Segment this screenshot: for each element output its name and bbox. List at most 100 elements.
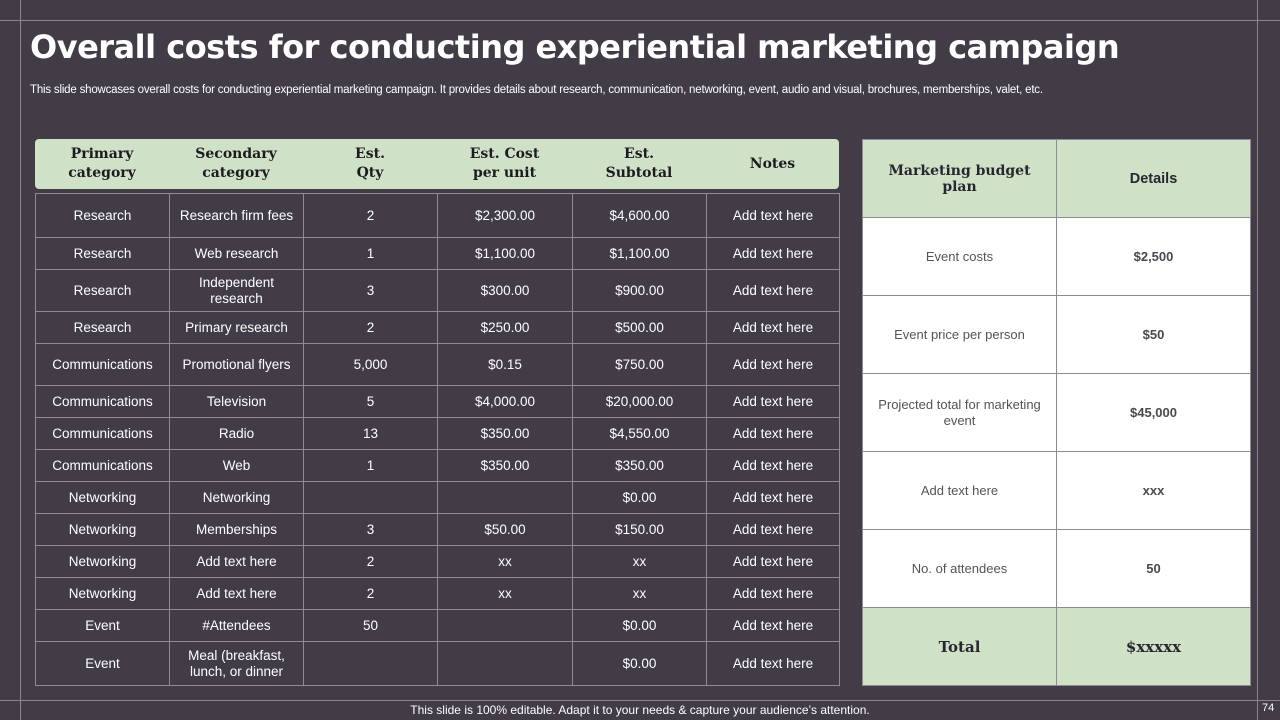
notes-cell: Add text here (706, 269, 840, 312)
header-est-qty: Est. Qty (355, 146, 385, 181)
est-subtotal-cell: $350.00 (572, 449, 707, 482)
est-cost-per-unit-cell: $2,300.00 (437, 193, 573, 238)
cost-table-header: Primary category Secondary category Est.… (35, 139, 839, 189)
notes-cell: Add text here (706, 545, 840, 578)
slide-subtitle: This slide showcases overall costs for c… (30, 84, 1043, 96)
est-subtotal-cell: $0.00 (572, 609, 707, 642)
secondary-category-cell: Promotional flyers (169, 343, 304, 386)
notes-cell: Add text here (706, 311, 840, 344)
table-row: Research Web research 1 $1,100.00 $1,100.00 A… (35, 237, 840, 270)
header-est-cost-per-unit: Est. Cost per unit (469, 146, 540, 181)
table-row: Communications Web 1 $350.00 $350.00 Add text… (35, 449, 840, 482)
est-cost-per-unit-cell: $4,000.00 (437, 385, 573, 418)
slide-footer: This slide is 100% editable. Adapt it to… (410, 703, 870, 717)
frame-line-bottom (0, 700, 1280, 701)
notes-cell: Add text here (706, 193, 840, 238)
table-row: No. of attendees 50 (862, 529, 1251, 608)
notes-cell: Add text here (706, 513, 840, 546)
primary-category-cell: Communications (35, 449, 170, 482)
table-row: Communications Radio 13 $350.00 $4,550.00 Add… (35, 417, 840, 450)
table-row: Research Primary research 2 $250.00 $500.00 A… (35, 311, 840, 344)
secondary-category-cell: Add text here (169, 545, 304, 578)
secondary-category-cell: Research firm fees (169, 193, 304, 238)
secondary-category-cell: Primary research (169, 311, 304, 344)
secondary-category-cell: Independent research (169, 269, 304, 312)
est-cost-per-unit-cell (437, 481, 573, 514)
est-subtotal-cell: $1,100.00 (572, 237, 707, 270)
primary-category-cell: Research (35, 193, 170, 238)
est-cost-per-unit-cell (437, 609, 573, 642)
secondary-category-cell: Web (169, 449, 304, 482)
table-row: Communications Promotional flyers 5,000 $0.… (35, 343, 840, 386)
secondary-category-cell: #Attendees (169, 609, 304, 642)
budget-label: Event costs (862, 217, 1057, 296)
budget-value: xxx (1056, 451, 1251, 530)
page-number: 74 (1262, 702, 1275, 714)
header-notes: Notes (749, 155, 796, 172)
secondary-category-cell: Web research (169, 237, 304, 270)
budget-value: $45,000 (1056, 373, 1251, 452)
primary-category-cell: Research (35, 311, 170, 344)
notes-cell: Add text here (706, 641, 840, 686)
est-subtotal-cell: $500.00 (572, 311, 707, 344)
est-subtotal-cell: $0.00 (572, 481, 707, 514)
budget-value: $50 (1056, 295, 1251, 374)
primary-category-cell: Networking (35, 545, 170, 578)
primary-category-cell: Event (35, 609, 170, 642)
table-row: Networking Add text here 2 xx xx Add text her… (35, 577, 840, 610)
table-row: Research Independent research 3 $300.00 $900… (35, 269, 840, 312)
primary-category-cell: Communications (35, 385, 170, 418)
frame-line-left (20, 0, 21, 720)
est-qty-cell: 3 (303, 269, 438, 312)
primary-category-cell: Research (35, 237, 170, 270)
secondary-category-cell: Add text here (169, 577, 304, 610)
est-cost-per-unit-cell: $300.00 (437, 269, 573, 312)
header-primary-category: Primary category (68, 146, 136, 181)
est-qty-cell: 3 (303, 513, 438, 546)
est-qty-cell: 2 (303, 193, 438, 238)
est-qty-cell (303, 641, 438, 686)
table-row: Add text here xxx (862, 451, 1251, 530)
est-subtotal-cell: xx (572, 577, 707, 610)
table-row: Event #Attendees 50 $0.00 Add text here (35, 609, 840, 642)
est-qty-cell: 5,000 (303, 343, 438, 386)
header-marketing-budget-plan: Marketing budget plan (862, 139, 1057, 218)
frame-line-right (1257, 0, 1258, 720)
secondary-category-cell: Television (169, 385, 304, 418)
primary-category-cell: Event (35, 641, 170, 686)
notes-cell: Add text here (706, 343, 840, 386)
est-qty-cell: 1 (303, 449, 438, 482)
notes-cell: Add text here (706, 449, 840, 482)
budget-label: Add text here (862, 451, 1057, 530)
est-qty-cell: 2 (303, 545, 438, 578)
est-cost-per-unit-cell: xx (437, 577, 573, 610)
notes-cell: Add text here (706, 385, 840, 418)
table-row: Event costs $2,500 (862, 217, 1251, 296)
budget-value: 50 (1056, 529, 1251, 608)
est-cost-per-unit-cell: $250.00 (437, 311, 573, 344)
est-subtotal-cell: $0.00 (572, 641, 707, 686)
primary-category-cell: Networking (35, 481, 170, 514)
notes-cell: Add text here (706, 237, 840, 270)
budget-label: Projected total for marketing event (862, 373, 1057, 452)
est-qty-cell: 13 (303, 417, 438, 450)
est-cost-per-unit-cell: $1,100.00 (437, 237, 573, 270)
primary-category-cell: Research (35, 269, 170, 312)
est-cost-per-unit-cell: $350.00 (437, 449, 573, 482)
est-cost-per-unit-cell: $50.00 (437, 513, 573, 546)
budget-total-row: Total $xxxxx (862, 607, 1251, 686)
est-subtotal-cell: $900.00 (572, 269, 707, 312)
cost-table: Research Research firm fees 2 $2,300.00 $4,6… (35, 193, 840, 686)
primary-category-cell: Networking (35, 513, 170, 546)
est-cost-per-unit-cell: xx (437, 545, 573, 578)
secondary-category-cell: Networking (169, 481, 304, 514)
est-subtotal-cell: $20,000.00 (572, 385, 707, 418)
table-row: Networking Add text here 2 xx xx Add text her… (35, 545, 840, 578)
budget-label: Event price per person (862, 295, 1057, 374)
est-subtotal-cell: $4,600.00 (572, 193, 707, 238)
est-qty-cell (303, 481, 438, 514)
notes-cell: Add text here (706, 481, 840, 514)
primary-category-cell: Communications (35, 417, 170, 450)
secondary-category-cell: Radio (169, 417, 304, 450)
table-row: Event price per person $50 (862, 295, 1251, 374)
